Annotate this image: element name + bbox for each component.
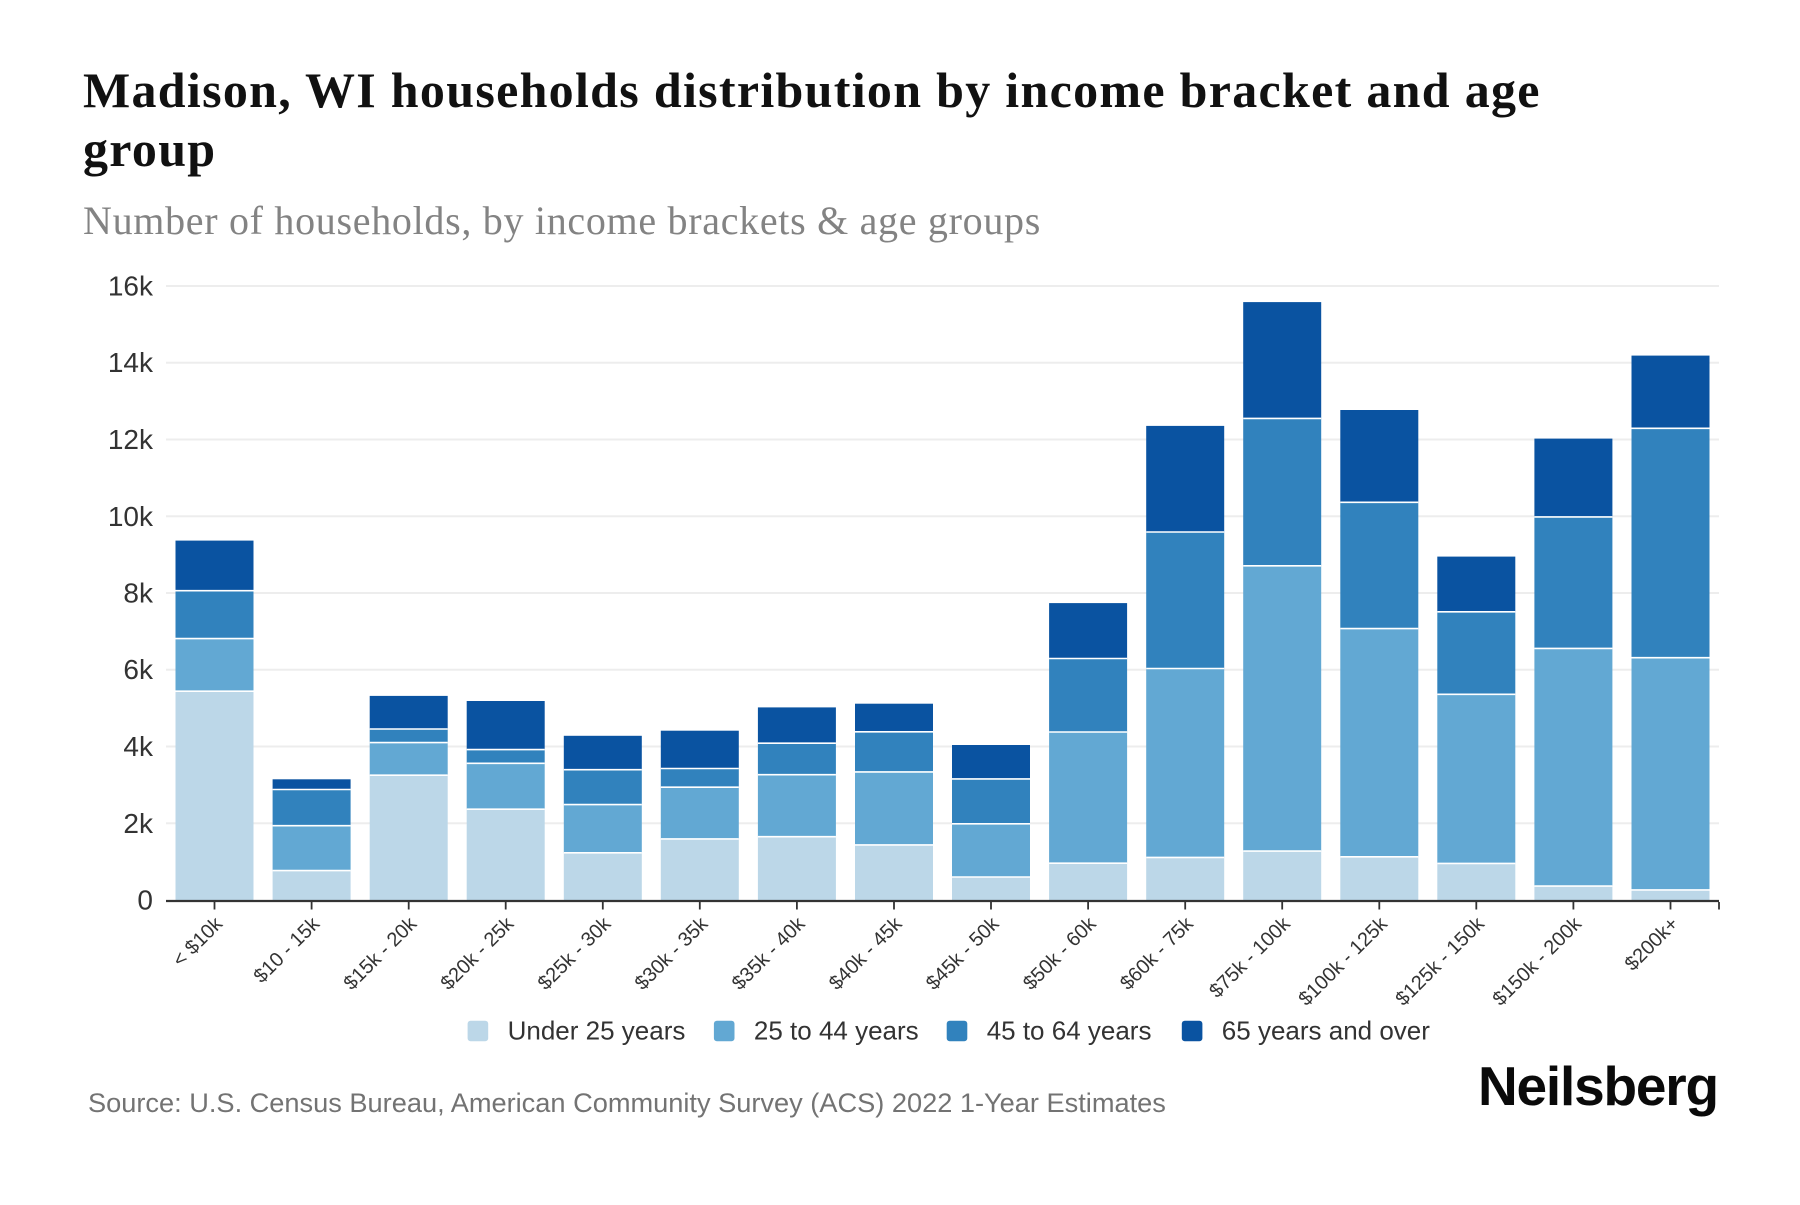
svg-text:14k: 14k: [108, 347, 154, 378]
svg-text:Madison, WI households distrib: Madison, WI households distribution by i…: [83, 62, 1541, 118]
svg-text:45 to 64 years: 45 to 64 years: [987, 1016, 1152, 1046]
svg-text:8k: 8k: [123, 578, 154, 609]
svg-text:0: 0: [137, 885, 153, 916]
svg-text:Source: U.S. Census Bureau, Am: Source: U.S. Census Bureau, American Com…: [88, 1087, 1166, 1118]
svg-text:65 years and over: 65 years and over: [1222, 1016, 1430, 1046]
svg-text:12k: 12k: [108, 424, 154, 455]
svg-text:Number of households, by incom: Number of households, by income brackets…: [83, 198, 1041, 243]
svg-text:group: group: [83, 121, 216, 177]
svg-text:Neilsberg: Neilsberg: [1478, 1055, 1718, 1117]
svg-text:Under 25 years: Under 25 years: [508, 1016, 686, 1046]
svg-text:4k: 4k: [123, 731, 154, 762]
svg-text:6k: 6k: [123, 654, 154, 685]
svg-text:25 to 44 years: 25 to 44 years: [754, 1016, 919, 1046]
svg-text:16k: 16k: [108, 271, 154, 302]
svg-text:2k: 2k: [123, 808, 154, 839]
svg-text:10k: 10k: [108, 501, 154, 532]
